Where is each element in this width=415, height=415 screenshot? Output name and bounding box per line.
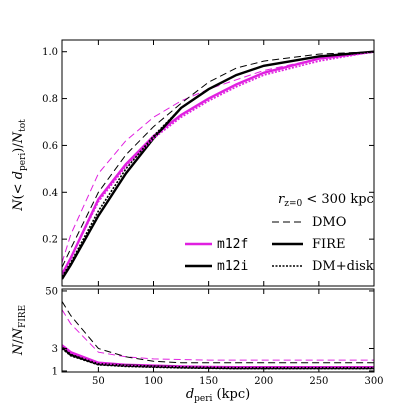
y-tick-label: 0.6: [42, 141, 58, 152]
y-tick-label: 0.8: [42, 94, 58, 105]
annotation: rz=0 < 300 kpc: [278, 192, 374, 209]
x-axis-label: dperi (kpc): [186, 387, 250, 404]
series-line: [62, 51, 374, 263]
x-tick-label: 200: [254, 376, 273, 387]
x-tick-label: 150: [199, 376, 218, 387]
x-tick-label: 50: [92, 376, 105, 387]
series-line: [62, 50, 374, 278]
series-line: [62, 347, 374, 370]
legend-label: m12f: [217, 237, 248, 252]
x-tick-label: 300: [364, 376, 383, 387]
legend-label: m12i: [217, 259, 248, 274]
series-line: [62, 50, 374, 275]
legend-label: FIRE: [312, 237, 345, 252]
axes-frame: [61, 288, 375, 373]
x-tick-label: 250: [309, 376, 328, 387]
y-tick-label: 0.2: [42, 235, 58, 246]
series-line: [62, 50, 374, 275]
x-tick-label: 100: [144, 376, 163, 387]
y-tick-label: 0.4: [42, 188, 58, 199]
axes-frame: [61, 39, 375, 287]
y-axis-label: N/NFIRE: [11, 305, 28, 356]
series-line: [62, 301, 374, 364]
series-line: [62, 345, 374, 369]
y-tick-label: 1: [52, 366, 58, 377]
legend-label: DM+disk: [312, 259, 374, 274]
y-axis-label: N(< dperi)/Ntot: [11, 119, 28, 212]
legend-label: DMO: [312, 215, 346, 230]
y-tick-label: 3: [52, 344, 58, 355]
y-tick-label: 1.0: [42, 47, 58, 58]
y-tick-label: 50: [45, 286, 58, 297]
series-line: [62, 309, 374, 361]
